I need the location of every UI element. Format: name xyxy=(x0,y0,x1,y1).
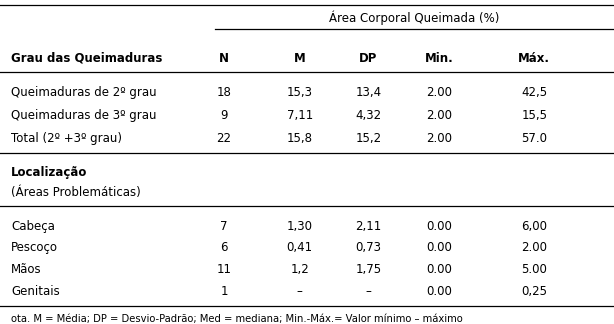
Text: 2.00: 2.00 xyxy=(426,132,452,145)
Text: Área Corporal Queimada (%): Área Corporal Queimada (%) xyxy=(329,11,500,25)
Text: Localização: Localização xyxy=(11,166,87,179)
Text: ota. M = Média; DP = Desvio-Padrão; Med = mediana; Min.-Máx.= Valor mínimo – máx: ota. M = Média; DP = Desvio-Padrão; Med … xyxy=(11,314,463,324)
Text: 2.00: 2.00 xyxy=(521,241,547,254)
Text: 1,75: 1,75 xyxy=(356,263,381,276)
Text: 5.00: 5.00 xyxy=(521,263,547,276)
Text: 22: 22 xyxy=(217,132,231,145)
Text: 7,11: 7,11 xyxy=(287,109,313,122)
Text: (Áreas Problemáticas): (Áreas Problemáticas) xyxy=(11,186,141,199)
Text: Pescoço: Pescoço xyxy=(11,241,58,254)
Text: 1,30: 1,30 xyxy=(287,220,313,233)
Text: 7: 7 xyxy=(220,220,228,233)
Text: 9: 9 xyxy=(220,109,228,122)
Text: Máx.: Máx. xyxy=(518,52,550,65)
Text: 11: 11 xyxy=(217,263,231,276)
Text: Queimaduras de 2º grau: Queimaduras de 2º grau xyxy=(11,86,157,99)
Text: 6: 6 xyxy=(220,241,228,254)
Text: Min.: Min. xyxy=(425,52,453,65)
Text: 2,11: 2,11 xyxy=(356,220,381,233)
Text: 0.00: 0.00 xyxy=(426,263,452,276)
Text: 0.00: 0.00 xyxy=(426,241,452,254)
Text: N: N xyxy=(219,52,229,65)
Text: –: – xyxy=(365,285,371,298)
Text: 0,73: 0,73 xyxy=(356,241,381,254)
Text: 2.00: 2.00 xyxy=(426,86,452,99)
Text: 2.00: 2.00 xyxy=(426,109,452,122)
Text: 4,32: 4,32 xyxy=(356,109,381,122)
Text: Queimaduras de 3º grau: Queimaduras de 3º grau xyxy=(11,109,157,122)
Text: 13,4: 13,4 xyxy=(356,86,381,99)
Text: Total (2º +3º grau): Total (2º +3º grau) xyxy=(11,132,122,145)
Text: 0,25: 0,25 xyxy=(521,285,547,298)
Text: Cabeça: Cabeça xyxy=(11,220,55,233)
Text: 1: 1 xyxy=(220,285,228,298)
Text: 15,3: 15,3 xyxy=(287,86,313,99)
Text: 18: 18 xyxy=(217,86,231,99)
Text: Grau das Queimaduras: Grau das Queimaduras xyxy=(11,52,163,65)
Text: 0.00: 0.00 xyxy=(426,220,452,233)
Text: 0,41: 0,41 xyxy=(287,241,313,254)
Text: 1,2: 1,2 xyxy=(290,263,309,276)
Text: 57.0: 57.0 xyxy=(521,132,547,145)
Text: 15,5: 15,5 xyxy=(521,109,547,122)
Text: 0.00: 0.00 xyxy=(426,285,452,298)
Text: M: M xyxy=(293,52,306,65)
Text: Genitais: Genitais xyxy=(11,285,60,298)
Text: 6,00: 6,00 xyxy=(521,220,547,233)
Text: 15,8: 15,8 xyxy=(287,132,313,145)
Text: Mãos: Mãos xyxy=(11,263,42,276)
Text: 42,5: 42,5 xyxy=(521,86,547,99)
Text: –: – xyxy=(297,285,303,298)
Text: DP: DP xyxy=(359,52,378,65)
Text: 15,2: 15,2 xyxy=(356,132,381,145)
